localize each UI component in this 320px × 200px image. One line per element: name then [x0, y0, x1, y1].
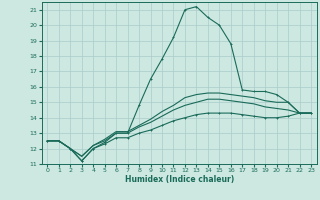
X-axis label: Humidex (Indice chaleur): Humidex (Indice chaleur): [124, 175, 234, 184]
